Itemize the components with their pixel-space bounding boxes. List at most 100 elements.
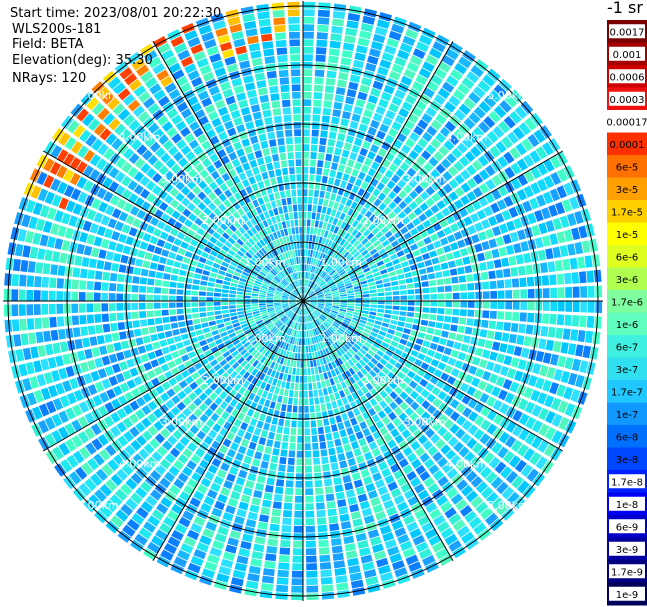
ray-cell bbox=[262, 316, 270, 322]
ray-cell bbox=[379, 525, 392, 535]
ray-cell bbox=[329, 284, 337, 289]
ray-cell bbox=[235, 452, 244, 462]
range-label: 3.00km bbox=[404, 416, 446, 429]
ray-cell bbox=[295, 375, 300, 383]
ray-cell bbox=[272, 378, 278, 386]
ray-cell bbox=[221, 335, 230, 342]
ray-cell bbox=[50, 178, 61, 192]
instrument-label: WLS200s-181 bbox=[12, 22, 102, 37]
colorbar-tick-label: 6e-6 bbox=[616, 252, 639, 263]
ray-cell bbox=[203, 363, 212, 372]
ray-cell bbox=[308, 242, 312, 250]
ray-cell bbox=[284, 366, 289, 374]
ray-cell bbox=[352, 587, 366, 596]
ray-cell bbox=[433, 369, 443, 378]
ray-cell bbox=[256, 79, 267, 89]
ray-cell bbox=[188, 139, 200, 150]
ray-cell bbox=[254, 315, 261, 320]
ray-cell bbox=[287, 152, 294, 160]
ray-cell bbox=[89, 336, 98, 347]
ray-cell bbox=[357, 540, 369, 549]
ray-cell bbox=[224, 376, 233, 385]
ray-cell bbox=[184, 430, 195, 441]
ray-cell bbox=[530, 166, 542, 180]
ray-cell bbox=[360, 164, 370, 174]
ray-cell bbox=[313, 284, 319, 291]
ray-cell bbox=[399, 284, 407, 290]
ray-cell bbox=[190, 223, 199, 232]
ray-cell bbox=[327, 257, 333, 265]
ray-cell bbox=[320, 130, 328, 138]
ray-cell bbox=[462, 256, 471, 265]
ray-cell bbox=[355, 486, 366, 496]
ray-cell bbox=[314, 319, 319, 327]
ray-cell bbox=[330, 209, 337, 217]
ray-cell bbox=[351, 333, 359, 340]
ray-cell bbox=[224, 241, 233, 249]
ray-cell bbox=[96, 187, 107, 199]
ray-cell bbox=[26, 392, 37, 406]
ray-cell bbox=[283, 278, 289, 285]
ray-cell bbox=[231, 233, 239, 241]
ray-cell bbox=[300, 308, 302, 316]
ray-cell bbox=[279, 271, 286, 278]
ray-cell bbox=[352, 365, 360, 373]
ray-cell bbox=[192, 207, 202, 217]
ray-cell bbox=[501, 136, 513, 149]
ray-cell bbox=[259, 213, 266, 221]
ray-cell bbox=[325, 433, 333, 441]
ray-cell bbox=[490, 476, 504, 490]
ray-cell bbox=[214, 258, 223, 265]
ray-cell bbox=[471, 377, 481, 388]
ray-cell bbox=[343, 353, 350, 361]
ray-cell bbox=[383, 282, 391, 288]
ray-cell bbox=[146, 294, 154, 301]
ray-cell bbox=[283, 228, 289, 236]
ray-cell bbox=[203, 232, 212, 240]
ray-cell bbox=[305, 338, 308, 346]
ray-cell bbox=[316, 517, 327, 525]
ray-cell bbox=[331, 334, 338, 341]
ray-cell bbox=[426, 327, 435, 335]
ray-cell bbox=[362, 411, 371, 420]
ray-cell bbox=[194, 419, 204, 429]
ray-cell bbox=[296, 234, 300, 242]
ray-cell bbox=[261, 499, 272, 508]
ray-cell bbox=[100, 238, 110, 249]
ray-cell bbox=[203, 264, 212, 271]
ray-cell bbox=[274, 276, 281, 283]
ray-cell bbox=[442, 323, 451, 331]
ray-cell bbox=[312, 321, 317, 328]
ray-cell bbox=[529, 150, 541, 164]
ray-cell bbox=[264, 116, 273, 125]
ray-cell bbox=[549, 382, 560, 395]
ray-cell bbox=[299, 383, 303, 391]
ray-cell bbox=[582, 376, 593, 391]
ray-cell bbox=[281, 270, 287, 277]
ray-cell bbox=[326, 146, 334, 154]
ray-cell bbox=[411, 106, 423, 118]
ray-cell bbox=[440, 444, 451, 455]
ray-cell bbox=[284, 389, 289, 397]
ray-cell bbox=[300, 353, 303, 361]
ray-cell bbox=[258, 230, 265, 239]
ray-cell bbox=[289, 295, 297, 299]
ray-cell bbox=[472, 187, 483, 198]
ray-cell bbox=[319, 325, 325, 332]
ray-cell bbox=[273, 440, 281, 449]
ray-cell bbox=[353, 331, 361, 337]
ray-cell bbox=[171, 267, 180, 275]
ray-cell bbox=[262, 266, 270, 273]
ray-cell bbox=[217, 106, 229, 117]
ray-cell bbox=[305, 279, 308, 287]
ray-cell bbox=[247, 472, 257, 482]
ray-cell bbox=[461, 420, 473, 431]
ray-cell bbox=[437, 362, 447, 371]
ray-cell bbox=[429, 250, 438, 258]
ray-cell bbox=[551, 413, 563, 427]
ray-cell bbox=[537, 249, 547, 261]
ray-cell bbox=[370, 345, 378, 353]
ray-cell bbox=[280, 341, 285, 349]
ray-cell bbox=[345, 243, 352, 251]
ray-cell bbox=[296, 280, 299, 287]
